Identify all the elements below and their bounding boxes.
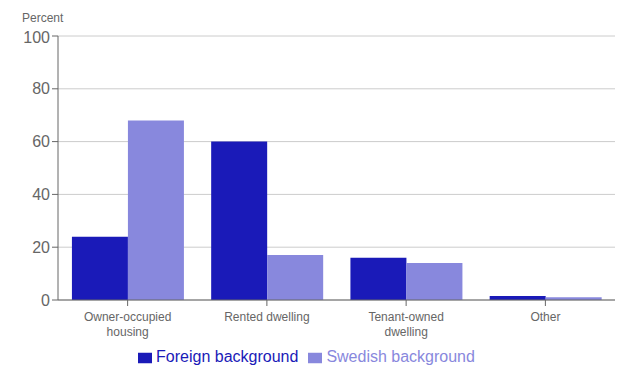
html-text:Swedish background: Swedish background <box>326 348 475 365</box>
svg-text:40: 40 <box>32 186 50 203</box>
svg-text:80: 80 <box>32 80 50 97</box>
svg-text:0: 0 <box>41 292 50 309</box>
html-text:Foreign background: Foreign background <box>156 348 299 365</box>
svg-text:Other: Other <box>530 310 560 324</box>
svg-text:100: 100 <box>23 29 50 46</box>
svg-text:60: 60 <box>32 133 50 150</box>
svg-text:Owner-occupiedhousing: Owner-occupiedhousing <box>84 310 171 338</box>
svg-text:Rented dwelling: Rented dwelling <box>224 310 309 324</box>
svg-text:Tenant-owneddwelling: Tenant-owneddwelling <box>368 310 443 338</box>
html-text:Percent: Percent <box>22 11 64 25</box>
svg-text:20: 20 <box>32 239 50 256</box>
